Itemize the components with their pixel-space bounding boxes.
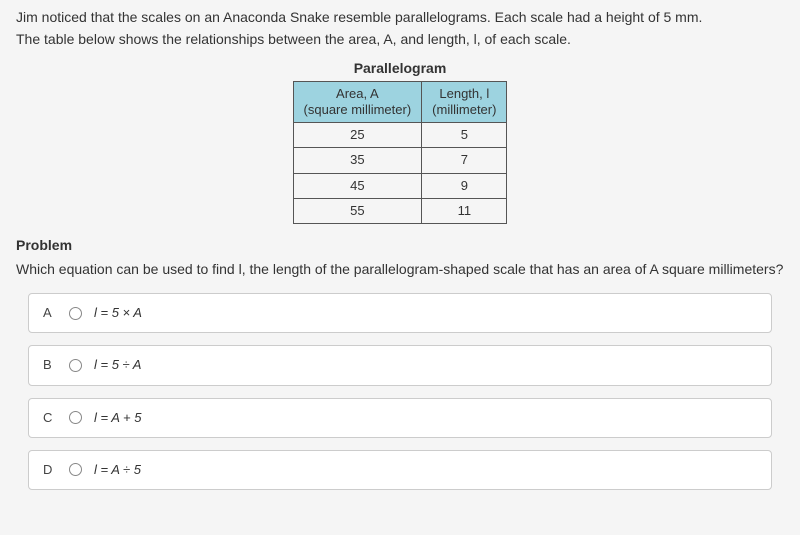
parallelogram-table: Area, A (square millimeter) Length, l (m… — [293, 81, 508, 224]
option-letter: A — [43, 304, 57, 322]
table-header-length: Length, l (millimeter) — [422, 81, 507, 123]
option-text: l = 5 × A — [94, 304, 142, 322]
table-row: 35 7 — [293, 148, 507, 173]
intro-line-1: Jim noticed that the scales on an Anacon… — [16, 8, 784, 28]
intro-text: Jim noticed that the scales on an Anacon… — [16, 8, 784, 49]
option-letter: C — [43, 409, 57, 427]
cell-area: 25 — [293, 123, 422, 148]
cell-length: 9 — [422, 173, 507, 198]
radio-icon[interactable] — [69, 359, 82, 372]
cell-length: 11 — [422, 198, 507, 223]
cell-area: 45 — [293, 173, 422, 198]
table-row: 55 11 — [293, 198, 507, 223]
table-title: Parallelogram — [16, 59, 784, 79]
table-row: 45 9 — [293, 173, 507, 198]
intro-line-2: The table below shows the relationships … — [16, 30, 784, 50]
option-letter: D — [43, 461, 57, 479]
option-text: l = 5 ÷ A — [94, 356, 141, 374]
header-area-line2: (square millimeter) — [304, 102, 412, 117]
cell-area: 35 — [293, 148, 422, 173]
radio-icon[interactable] — [69, 307, 82, 320]
option-text: l = A + 5 — [94, 409, 141, 427]
option-d[interactable]: D l = A ÷ 5 — [28, 450, 772, 490]
table-header-area: Area, A (square millimeter) — [293, 81, 422, 123]
problem-text: Which equation can be used to find l, th… — [16, 260, 784, 280]
option-b[interactable]: B l = 5 ÷ A — [28, 345, 772, 385]
header-area-line1: Area, A — [336, 86, 379, 101]
cell-length: 7 — [422, 148, 507, 173]
header-length-line1: Length, l — [439, 86, 489, 101]
option-c[interactable]: C l = A + 5 — [28, 398, 772, 438]
option-letter: B — [43, 356, 57, 374]
cell-area: 55 — [293, 198, 422, 223]
option-text: l = A ÷ 5 — [94, 461, 141, 479]
problem-label: Problem — [16, 236, 784, 256]
table-row: 25 5 — [293, 123, 507, 148]
cell-length: 5 — [422, 123, 507, 148]
radio-icon[interactable] — [69, 463, 82, 476]
option-a[interactable]: A l = 5 × A — [28, 293, 772, 333]
options-list: A l = 5 × A B l = 5 ÷ A C l = A + 5 D l … — [16, 293, 784, 490]
header-length-line2: (millimeter) — [432, 102, 496, 117]
radio-icon[interactable] — [69, 411, 82, 424]
table-header-row: Area, A (square millimeter) Length, l (m… — [293, 81, 507, 123]
